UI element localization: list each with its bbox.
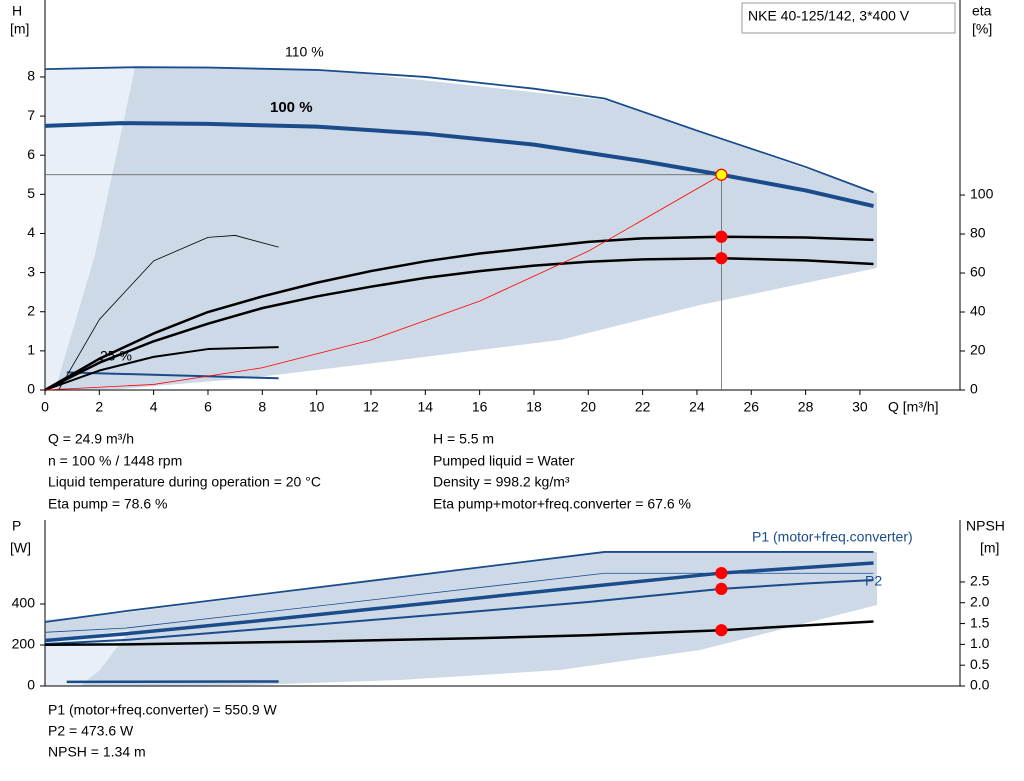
info: n = 100 % / 1448 rpm (48, 453, 182, 469)
curve (44, 561, 874, 643)
operating-point (715, 566, 728, 580)
y2-tick-label: 60 (970, 264, 986, 280)
y-axis-label: H (12, 3, 22, 19)
info: Eta pump = 78.6 % (48, 496, 167, 512)
x-tick-label: 10 (309, 399, 325, 415)
x-tick-label: 24 (689, 399, 705, 415)
info: P1 (motor+freq.converter) = 550.9 W (48, 702, 278, 718)
curve (66, 371, 279, 380)
curve-label: 100 % (270, 99, 313, 116)
x-tick-label: 14 (418, 399, 434, 415)
operating-point (715, 168, 728, 181)
y-tick-label: 0 (27, 381, 35, 397)
model-box (741, 2, 956, 34)
y2-axis-label: eta (972, 3, 992, 19)
y-tick-label: 8 (27, 68, 35, 84)
y-tick-label: 3 (27, 263, 35, 279)
info: Pumped liquid = Water (433, 453, 575, 469)
y2-tick-label: 40 (970, 303, 986, 319)
curve (44, 572, 874, 633)
y-tick-label: 5 (27, 185, 35, 201)
curve (44, 235, 874, 392)
y-tick-label: 1 (27, 342, 35, 358)
y-tick-label: 6 (27, 146, 35, 162)
x-tick-label: 2 (95, 399, 103, 415)
x-tick-label: 4 (150, 399, 158, 415)
range-shade-light (45, 68, 135, 390)
operating-point (715, 252, 728, 265)
y2-tick-label: 2.0 (970, 593, 990, 609)
x-tick-label: 6 (204, 399, 212, 415)
y2-tick-label: 1.5 (970, 614, 990, 630)
x-tick-label: 30 (852, 399, 868, 415)
curve-label: P1 (motor+freq.converter) (752, 529, 913, 545)
curve (44, 174, 722, 391)
y-tick-label: 200 (12, 636, 36, 652)
y-tick-label: 400 (12, 595, 36, 611)
model-label: NKE 40-125/142, 3*400 V (748, 8, 910, 24)
y-tick-label: 0 (27, 677, 35, 693)
range-shade (45, 552, 877, 686)
y2-tick-label: 100 (970, 186, 994, 202)
y-tick-label: 2 (27, 302, 35, 318)
operating-point (715, 230, 728, 243)
y2-tick-label: 80 (970, 225, 986, 241)
curve-label: P2 (865, 573, 882, 589)
y2-tick-label: 0 (970, 381, 978, 397)
curve (58, 235, 279, 391)
y2-tick-label: 0.0 (970, 677, 990, 693)
x-tick-label: 0 (41, 399, 49, 415)
x-tick-label: 16 (472, 399, 488, 415)
y2-tick-label: 20 (970, 342, 986, 358)
curve (44, 66, 874, 194)
range-shade (45, 68, 877, 390)
x-tick-label: 22 (635, 399, 651, 415)
curve (44, 121, 874, 209)
x-tick-label: 28 (798, 399, 814, 415)
info: NPSH = 1.34 m (48, 744, 146, 760)
y-tick-label: 7 (27, 107, 35, 123)
x-tick-label: 12 (363, 399, 379, 415)
y2-axis-label: NPSH (966, 518, 1005, 534)
info: Eta pump+motor+freq.converter = 67.6 % (433, 496, 691, 512)
curve (44, 579, 874, 645)
operating-point (715, 582, 728, 596)
x-tick-label: 8 (258, 399, 266, 415)
y2-tick-label: 2.5 (970, 573, 990, 589)
x-tick-label: 20 (580, 399, 596, 415)
info: H = 5.5 m (433, 431, 494, 447)
curve (44, 346, 279, 391)
y2-tick-label: 1.0 (970, 635, 990, 651)
x-tick-label: 18 (526, 399, 542, 415)
info: P2 = 473.6 W (48, 723, 134, 739)
curve-label: 110 % (285, 44, 324, 60)
y2-axis-unit: [%] (972, 21, 992, 37)
curve (44, 551, 874, 623)
y-axis-label: P (12, 518, 21, 534)
y2-tick-label: 0.5 (970, 656, 990, 672)
x-axis-label: Q [m³/h] (888, 399, 939, 415)
y-axis-unit: [m] (10, 21, 29, 37)
info: Liquid temperature during operation = 20… (48, 474, 321, 490)
info: Q = 24.9 m³/h (48, 431, 134, 447)
y-tick-label: 4 (27, 224, 35, 240)
curve (44, 256, 874, 392)
info: Density = 998.2 kg/m³ (433, 474, 570, 490)
y-axis-unit: [W] (10, 540, 31, 556)
x-tick-label: 26 (743, 399, 759, 415)
y2-axis-unit: [m] (980, 540, 999, 556)
operating-point (715, 624, 728, 637)
